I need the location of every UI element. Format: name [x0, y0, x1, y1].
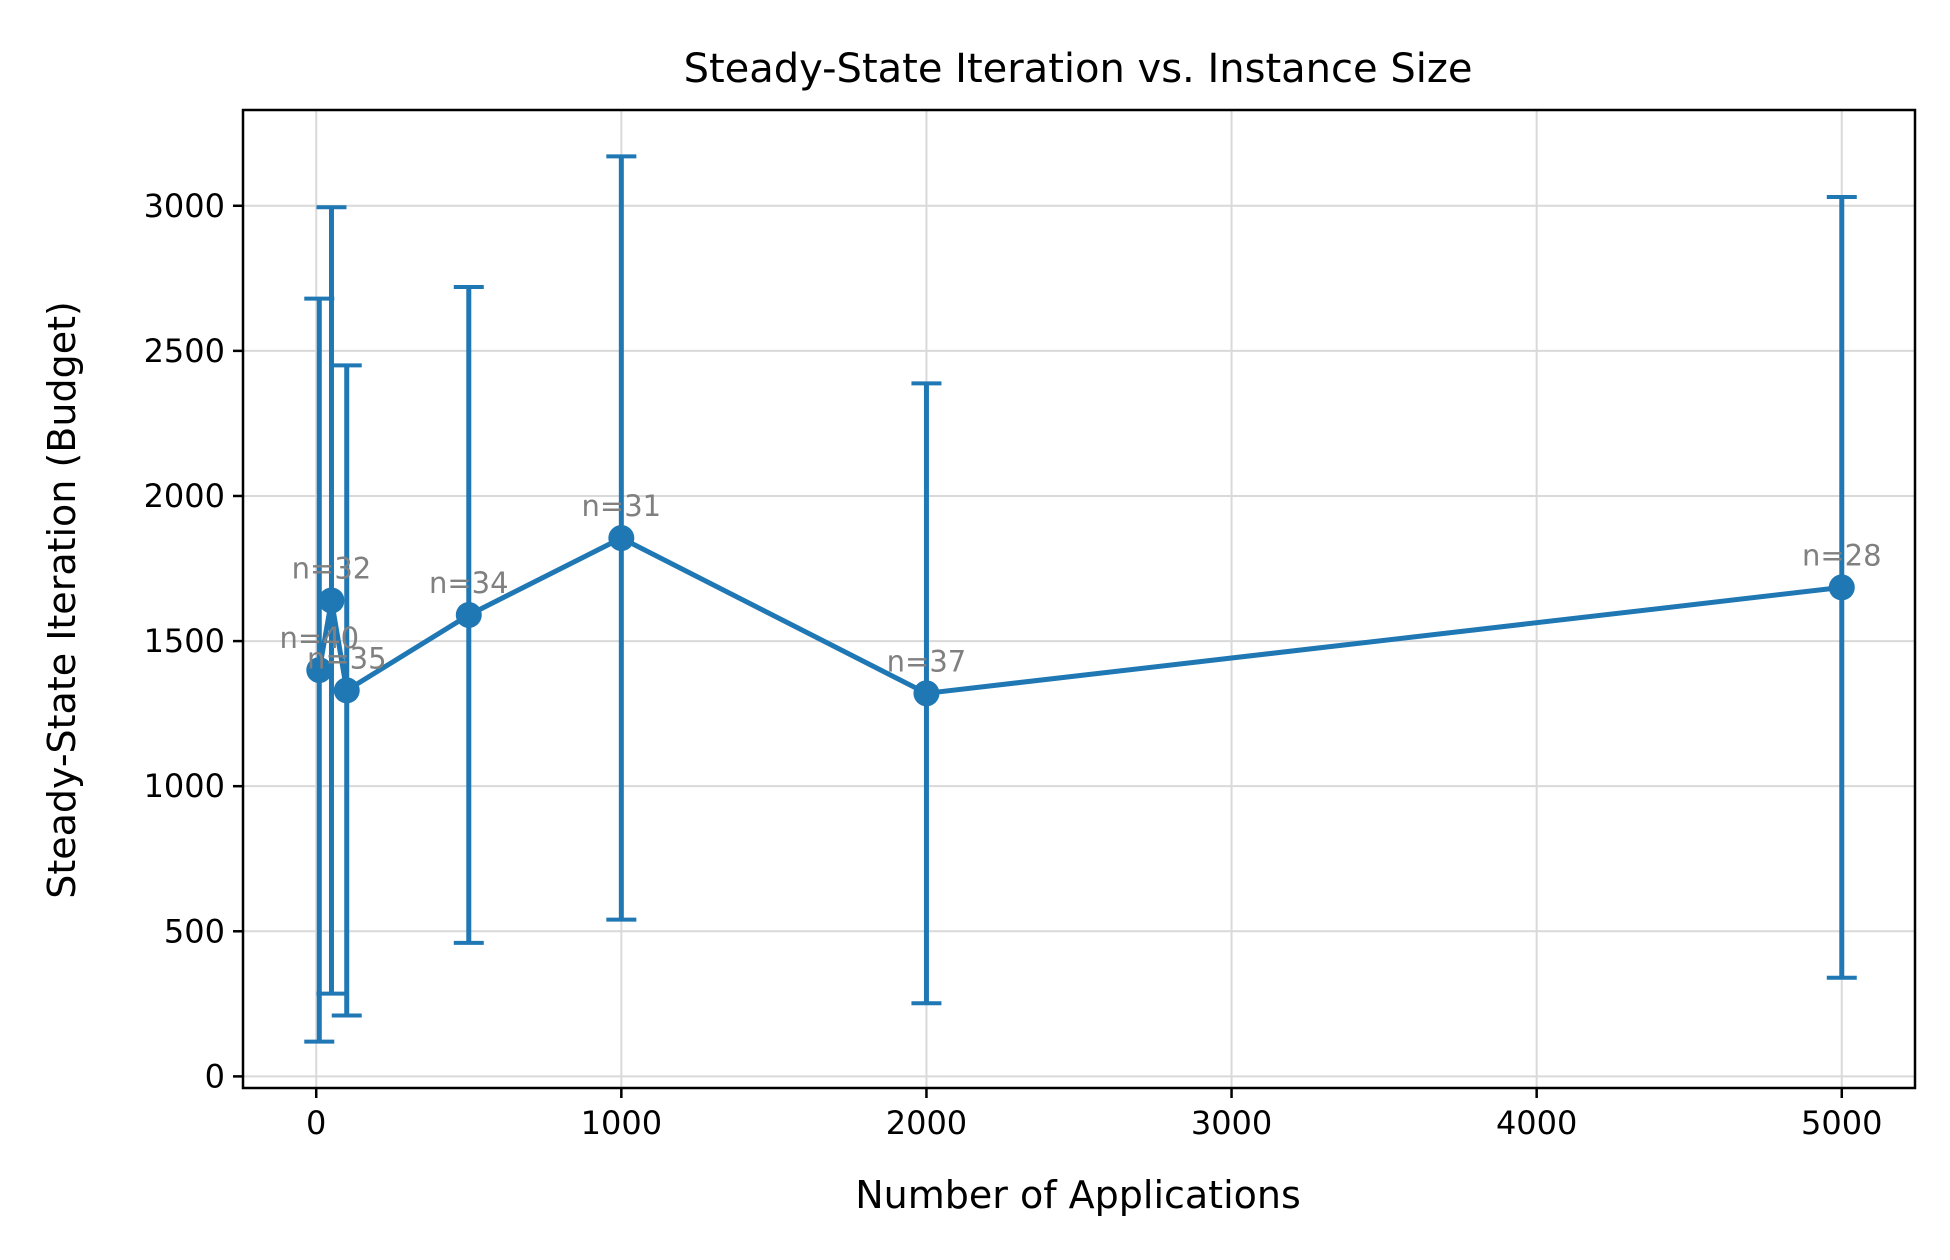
x-tick-label: 3000 [1191, 1104, 1272, 1142]
point-count-label: n=35 [307, 641, 387, 675]
x-tick-label: 5000 [1801, 1104, 1882, 1142]
data-point [318, 587, 345, 614]
y-axis-label: Steady-State Iteration (Budget) [40, 301, 84, 899]
point-count-label: n=40 [279, 621, 359, 655]
x-tick-label: 2000 [886, 1104, 967, 1142]
y-tick-label: 2500 [144, 332, 225, 370]
data-point [913, 680, 940, 707]
data-point [306, 657, 333, 684]
data-point [608, 525, 635, 552]
data-point [455, 601, 482, 628]
y-tick-label: 1500 [144, 622, 225, 660]
x-tick-label: 1000 [581, 1104, 662, 1142]
point-count-label: n=28 [1802, 538, 1882, 572]
y-tick-label: 1000 [144, 767, 225, 805]
plot-frame [241, 108, 1917, 1090]
x-tick-label: 0 [306, 1104, 326, 1142]
chart-title: Steady-State Iteration vs. Instance Size [684, 46, 1473, 92]
y-tick-label: 500 [164, 912, 225, 950]
point-count-label: n=37 [887, 644, 967, 678]
data-point [333, 677, 360, 704]
x-tick-label: 4000 [1496, 1104, 1577, 1142]
data-point [1828, 574, 1855, 601]
y-tick-label: 0 [205, 1057, 225, 1095]
series-line [316, 535, 1843, 696]
x-axis-label: Number of Applications [855, 1173, 1301, 1217]
y-tick-label: 2000 [144, 477, 225, 515]
point-count-label: n=32 [292, 551, 372, 585]
point-count-label: n=31 [582, 489, 662, 523]
point-count-label: n=34 [429, 566, 509, 600]
data-series [304, 154, 1857, 1044]
annotations: n=40 n=32 n=35 n=34 n=31 n=37 n=28 [279, 489, 1881, 678]
axis-ticks: 0 1000 2000 3000 4000 5000 0 500 1000 1500 2000 250… [144, 187, 1883, 1142]
y-tick-label: 3000 [144, 187, 225, 225]
